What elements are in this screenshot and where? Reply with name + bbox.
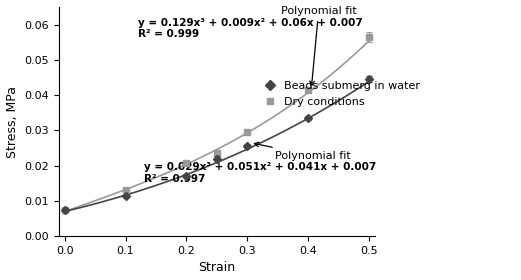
Legend: Beads submerg in water, Dry conditions: Beads submerg in water, Dry conditions [254,77,425,111]
Text: Polynomial fit: Polynomial fit [281,6,356,86]
Text: y = 0.029x³ + 0.051x² + 0.041x + 0.007
R² = 0.997: y = 0.029x³ + 0.051x² + 0.041x + 0.007 R… [144,162,376,184]
Text: y = 0.129x³ + 0.009x² + 0.06x + 0.007
R² = 0.999: y = 0.129x³ + 0.009x² + 0.06x + 0.007 R²… [138,18,363,39]
Text: Polynomial fit: Polynomial fit [254,142,351,160]
X-axis label: Strain: Strain [199,262,235,274]
Y-axis label: Stress, MPa: Stress, MPa [6,86,19,158]
